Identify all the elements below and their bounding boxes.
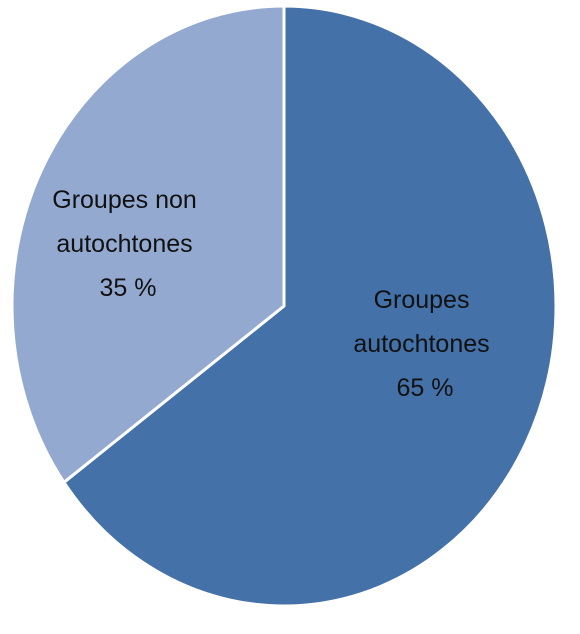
- slice-non-autochtones: [10, 4, 286, 484]
- slice-label-autochtones: Groupes autochtones 65 %: [353, 286, 496, 402]
- slice-value-autochtones: 65 %: [397, 374, 454, 402]
- slice-autochtones: [62, 4, 558, 608]
- slice-label-non-autochtones: Groupes non autochtones 35 %: [52, 186, 204, 302]
- slice-value-non-autochtones: 35 %: [100, 274, 157, 302]
- slice-label-autochtones-line-1: Groupes: [374, 286, 470, 314]
- slice-label-non-autochtones-line-2: autochtones: [56, 230, 192, 258]
- pie-slices: [10, 4, 558, 608]
- slice-label-autochtones-line-2: autochtones: [353, 330, 489, 358]
- slice-label-non-autochtones-line-1: Groupes non: [52, 186, 197, 214]
- pie-labels: Groupes autochtones 65 % Groupes non aut…: [52, 186, 496, 402]
